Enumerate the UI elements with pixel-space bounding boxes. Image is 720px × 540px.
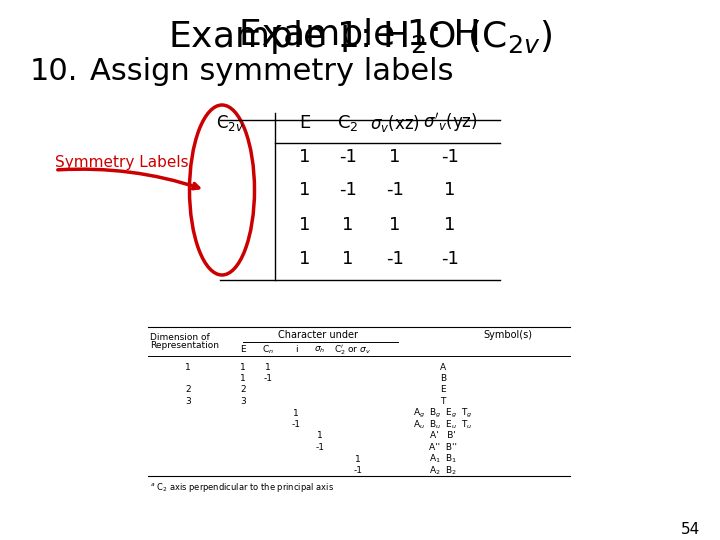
Text: -1: -1 bbox=[441, 250, 459, 268]
Text: $\sigma'_v$(yz): $\sigma'_v$(yz) bbox=[423, 111, 477, 134]
Text: 2: 2 bbox=[185, 386, 191, 395]
Text: A$_1$  B$_1$: A$_1$ B$_1$ bbox=[429, 453, 457, 465]
Text: 1: 1 bbox=[300, 181, 311, 199]
Text: 2: 2 bbox=[240, 386, 246, 395]
Text: E: E bbox=[440, 386, 446, 395]
Text: -1: -1 bbox=[354, 466, 362, 475]
Text: 1: 1 bbox=[300, 250, 311, 268]
Text: A$_g$  B$_g$  E$_g$  T$_g$: A$_g$ B$_g$ E$_g$ T$_g$ bbox=[413, 407, 473, 420]
Text: 1: 1 bbox=[444, 181, 456, 199]
Text: -1: -1 bbox=[292, 420, 300, 429]
Text: i: i bbox=[294, 346, 297, 354]
Text: 1: 1 bbox=[390, 148, 401, 166]
Text: -1: -1 bbox=[264, 374, 272, 383]
Text: 10.: 10. bbox=[30, 57, 78, 86]
Text: $^a$ C$_2$ axis perpendicular to the principal axis: $^a$ C$_2$ axis perpendicular to the pri… bbox=[150, 481, 334, 494]
Text: Example 1: H: Example 1: H bbox=[239, 18, 481, 52]
Text: 1: 1 bbox=[300, 148, 311, 166]
Text: Example 1: H$_2$O (C$_{2v}$): Example 1: H$_2$O (C$_{2v}$) bbox=[168, 18, 552, 56]
Text: A''  B'': A'' B'' bbox=[429, 443, 457, 452]
Text: C$_n$: C$_n$ bbox=[262, 344, 274, 356]
Text: A$_2$  B$_2$: A$_2$ B$_2$ bbox=[429, 464, 457, 477]
Text: -1: -1 bbox=[339, 181, 357, 199]
Text: Character under: Character under bbox=[278, 330, 358, 340]
Text: Assign symmetry labels: Assign symmetry labels bbox=[90, 57, 454, 86]
Text: C$_2'$ or $\sigma_v$: C$_2'$ or $\sigma_v$ bbox=[335, 343, 372, 357]
Text: 1: 1 bbox=[265, 362, 271, 372]
Text: -1: -1 bbox=[339, 148, 357, 166]
Text: 1: 1 bbox=[240, 362, 246, 372]
Text: -1: -1 bbox=[315, 443, 325, 452]
Text: 1: 1 bbox=[342, 250, 354, 268]
Text: -1: -1 bbox=[441, 148, 459, 166]
Text: 1: 1 bbox=[240, 374, 246, 383]
Text: 1: 1 bbox=[390, 216, 401, 234]
Text: A: A bbox=[440, 362, 446, 372]
Text: 3: 3 bbox=[185, 397, 191, 406]
Text: E: E bbox=[300, 114, 310, 132]
Text: E: E bbox=[240, 346, 246, 354]
Text: Representation: Representation bbox=[150, 341, 219, 350]
Text: 1: 1 bbox=[444, 216, 456, 234]
Text: 1: 1 bbox=[342, 216, 354, 234]
Text: T: T bbox=[441, 397, 446, 406]
Text: A'   B': A' B' bbox=[430, 431, 456, 441]
Text: 1: 1 bbox=[317, 431, 323, 441]
Text: 1: 1 bbox=[300, 216, 311, 234]
Text: -1: -1 bbox=[386, 181, 404, 199]
Text: Dimension of: Dimension of bbox=[150, 333, 210, 341]
Text: 3: 3 bbox=[240, 397, 246, 406]
Text: A$_u$  B$_u$  E$_u$  T$_u$: A$_u$ B$_u$ E$_u$ T$_u$ bbox=[413, 418, 473, 431]
Text: B: B bbox=[440, 374, 446, 383]
Text: Symbol(s): Symbol(s) bbox=[484, 330, 533, 340]
Text: 1: 1 bbox=[355, 455, 361, 463]
Text: 1: 1 bbox=[185, 362, 191, 372]
Text: 54: 54 bbox=[680, 523, 700, 537]
Text: Symmetry Labels: Symmetry Labels bbox=[55, 154, 189, 170]
Text: $\sigma_v$(xz): $\sigma_v$(xz) bbox=[370, 112, 420, 133]
Text: $\sigma_h$: $\sigma_h$ bbox=[315, 345, 325, 355]
Text: 1: 1 bbox=[293, 408, 299, 417]
Text: C$_{2v}$: C$_{2v}$ bbox=[216, 113, 244, 133]
Text: C$_2$: C$_2$ bbox=[337, 113, 359, 133]
Text: -1: -1 bbox=[386, 250, 404, 268]
